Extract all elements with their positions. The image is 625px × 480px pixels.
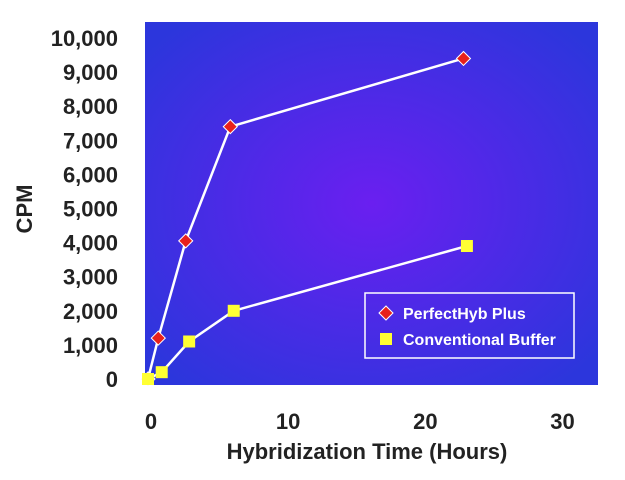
data-point-square <box>155 366 168 379</box>
y-axis-ticks: 0 1,000 2,000 3,000 4,000 5,000 6,000 7,000 8,00… <box>51 26 118 392</box>
legend-label-perfecthyb-plus: PerfectHyb Plus <box>403 306 526 323</box>
y-tick-label: 10,000 <box>51 26 118 51</box>
y-tick-label: 7,000 <box>63 128 118 153</box>
x-tick-label: 0 <box>145 409 157 434</box>
data-point-square <box>227 304 240 317</box>
legend-box <box>364 292 575 359</box>
data-point-diamond <box>178 233 194 249</box>
y-tick-label: 4,000 <box>63 231 118 256</box>
y-tick-label: 6,000 <box>63 162 118 187</box>
y-tick-label: 5,000 <box>63 197 118 222</box>
x-tick-label: 10 <box>276 409 300 434</box>
data-point-diamond <box>222 118 239 135</box>
legend-marker-perfecthyb-plus <box>378 305 394 321</box>
data-point-square <box>460 240 473 253</box>
y-axis-title: CPM <box>12 185 37 234</box>
data-point-square <box>183 335 196 348</box>
legend: PerfectHyb Plus Conventional Buffer <box>364 292 575 359</box>
x-tick-label: 30 <box>550 409 574 434</box>
y-tick-label: 1,000 <box>63 333 118 358</box>
y-tick-label: 0 <box>106 367 118 392</box>
x-axis-ticks: 0 10 20 30 <box>145 409 575 434</box>
data-point-diamond <box>455 50 472 67</box>
y-tick-label: 9,000 <box>63 60 118 85</box>
y-tick-label: 8,000 <box>63 94 118 119</box>
y-tick-label: 2,000 <box>63 299 118 324</box>
plot-background <box>145 22 598 385</box>
x-axis-title: Hybridization Time (Hours) <box>227 439 508 464</box>
legend-marker-conventional-buffer <box>380 333 392 345</box>
x-tick-label: 20 <box>413 409 437 434</box>
data-point-diamond <box>150 330 166 346</box>
series-layer <box>140 50 473 387</box>
data-point-square <box>142 373 154 385</box>
legend-label-conventional-buffer: Conventional Buffer <box>403 332 556 349</box>
y-tick-label: 3,000 <box>63 265 118 290</box>
